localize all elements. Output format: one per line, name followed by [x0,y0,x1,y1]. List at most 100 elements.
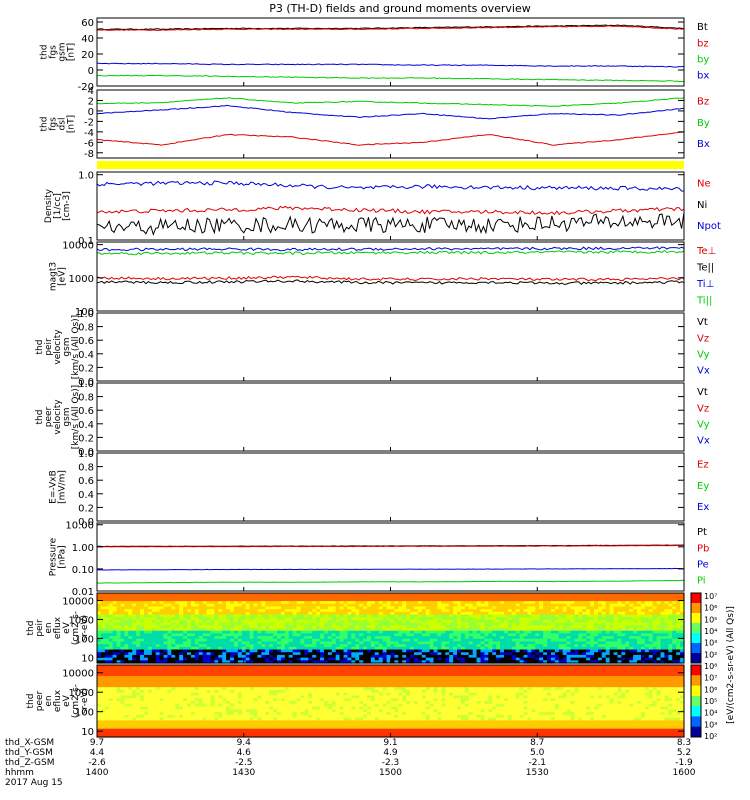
spectrogram-cell [601,649,607,653]
spectrogram-cell [233,657,239,661]
spectrogram-cell [206,619,212,624]
spectrogram-cell [402,646,407,651]
spectrogram-cell [190,706,196,710]
spectrogram-cell [233,603,239,608]
spectrogram-cell [445,649,450,653]
spectrogram-cell [222,687,227,691]
spectrogram-cell [194,684,200,688]
spectrogram-cell [143,667,149,672]
spectrogram-cell [194,676,200,680]
spectrogram-cell [625,598,630,602]
spectrogram-cell [316,603,321,608]
spectrogram-cell [100,706,106,710]
spectrogram-cell [151,676,157,680]
spectrogram-cell [460,641,466,645]
spectrogram-cell [402,654,407,659]
spectrogram-cell [578,654,583,659]
spectrogram-cell [210,734,215,738]
spectrogram-cell [233,625,239,629]
spectrogram-cell [97,654,102,659]
spectrogram-cell [382,609,388,613]
spectrogram-cell [382,595,388,599]
spectrogram-cell [574,628,579,632]
spectrogram-cell [198,638,204,643]
spectrogram-cell [390,625,396,629]
spectrogram-cell [116,706,122,710]
spectrogram-cell [637,598,642,602]
spectrogram-cell [100,601,106,605]
spectrogram-cell [214,725,219,730]
spectrogram-cell [441,617,446,621]
spectrogram-cell [280,617,286,621]
spectrogram-cell [390,617,396,621]
spectrogram-cell [382,636,388,640]
spectrogram-cell [280,657,286,661]
spectrogram-cell [214,609,219,613]
spectrogram-cell [167,689,172,694]
spectrogram-cell [179,652,184,656]
spectrogram-cell [605,622,611,626]
spectrogram-cell [449,657,454,661]
spectrogram-cell [378,609,384,613]
spectrogram-cell [296,611,302,616]
spectrogram-cell [100,595,106,599]
spectrogram-cell [183,630,188,634]
spectrogram-cell [367,606,372,610]
spectrogram-cell [480,606,486,610]
spectrogram-cell [676,601,681,605]
spectrogram-cell [124,654,129,659]
spectrogram-cell [402,628,407,632]
spectrogram-cell [132,703,137,708]
spectrogram-cell [613,603,619,608]
spectrogram-cell [410,595,415,599]
spectrogram-cell [460,660,466,664]
spectrogram-cell [492,646,497,651]
spectrogram-cell [190,611,196,616]
spectrogram-cell [163,673,169,677]
spectrogram-cell [539,649,544,653]
spectrogram-cell [558,622,564,626]
spectrogram-cell [449,614,454,618]
spectrogram-cell [613,641,619,645]
spectrogram-cell [515,644,521,648]
spectrogram-cell [578,638,583,643]
spectrogram-cell [578,636,583,640]
spectrogram-cell [437,601,442,605]
spectrogram-cell [472,619,478,624]
spectrogram-cell [676,660,681,664]
spectrogram-cell [347,641,352,645]
spectrogram-cell [676,609,681,613]
spectrogram-cell [586,641,591,645]
spectrogram-cell [187,720,192,724]
spectrogram-cell [163,617,169,621]
spectrogram-cell [457,654,462,659]
spectrogram-cell [163,630,169,634]
spectrogram-cell [515,609,521,613]
spectrogram-cell [406,638,411,643]
spectrogram-cell [179,695,184,699]
spectrogram-cell [159,684,165,688]
spectrogram-cell [511,622,517,626]
spectrogram-cell [128,667,133,672]
spectrogram-cell [468,630,474,634]
spectrogram-cell [136,601,141,605]
spectrogram-cell [163,652,169,656]
spectrogram-cell [453,601,458,605]
spectrogram-cell [108,606,114,610]
spectrogram-cell [519,619,525,624]
spectrogram-cell [593,652,599,656]
spectrogram-cell [386,638,392,643]
spectrogram-cell [206,660,212,664]
spectrogram-cell [464,628,470,632]
spectrogram-cell [406,660,411,664]
spectrogram-cell [120,717,125,721]
spectrogram-cell [672,628,677,632]
spectrogram-cell [445,641,450,645]
spectrogram-cell [284,641,290,645]
spectrogram-cell [449,622,454,626]
spectrogram-cell [128,689,133,694]
spectrogram-cell [531,601,536,605]
spectrogram-cell [550,628,556,632]
spectrogram-cell [629,609,634,613]
spectrogram-cell [151,723,157,727]
